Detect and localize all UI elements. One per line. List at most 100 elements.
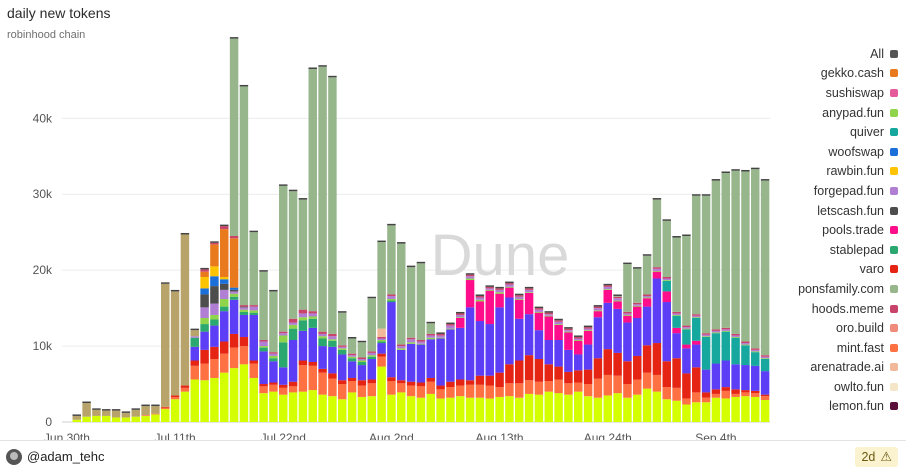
bar-segment-varo[interactable] bbox=[298, 360, 308, 366]
bar-segment-lemon[interactable] bbox=[180, 391, 190, 422]
bar-segment-hoods[interactable] bbox=[554, 320, 563, 322]
bar-segment-woofswap[interactable] bbox=[200, 288, 209, 295]
bar-segment-anypad[interactable] bbox=[406, 342, 416, 344]
bar-segment-anypad[interactable] bbox=[593, 310, 603, 312]
legend-item[interactable]: mint.fast bbox=[792, 338, 898, 358]
bar-segment-forgepad[interactable] bbox=[426, 335, 435, 338]
bar-segment-other[interactable] bbox=[760, 180, 770, 356]
bar-segment-forgepad[interactable] bbox=[692, 315, 701, 318]
bar-segment-mint[interactable] bbox=[633, 379, 642, 395]
bar-segment-varo[interactable] bbox=[603, 349, 612, 375]
bar-segment-forgepad[interactable] bbox=[328, 336, 337, 340]
bar-segment-owlto[interactable] bbox=[141, 406, 150, 416]
bar-segment-forgepad[interactable] bbox=[485, 288, 494, 290]
bar-segment-forgepad[interactable] bbox=[574, 338, 583, 341]
bar-segment-anypad[interactable] bbox=[426, 337, 435, 340]
bar-segment-varo[interactable] bbox=[623, 361, 632, 385]
bar-segment-forgepad[interactable] bbox=[652, 268, 662, 271]
bar-segment-hoods[interactable] bbox=[682, 325, 691, 328]
bar-segment-varo[interactable] bbox=[279, 384, 288, 388]
bar-segment-letscash[interactable] bbox=[229, 289, 239, 292]
bar-segment-letscash[interactable] bbox=[220, 283, 229, 290]
bar-segment-forgepad[interactable] bbox=[338, 346, 347, 349]
bar-segment-mint[interactable] bbox=[603, 374, 612, 396]
bar-segment-mint[interactable] bbox=[642, 372, 652, 389]
bar-segment-lemon[interactable] bbox=[741, 396, 750, 422]
bar-segment-forgepad[interactable] bbox=[357, 358, 367, 361]
bar-segment-stablepad[interactable] bbox=[347, 358, 357, 362]
bar-segment-forgepad[interactable] bbox=[456, 314, 465, 318]
bar-segment-other[interactable] bbox=[347, 338, 357, 354]
bar-segment-ponsfamily[interactable] bbox=[682, 348, 691, 374]
bar-segment-stablepad[interactable] bbox=[249, 312, 258, 315]
bar-segment-lemon[interactable] bbox=[711, 397, 721, 422]
bar-segment-ponsfamily[interactable] bbox=[603, 302, 612, 350]
bar-segment-mint[interactable] bbox=[682, 398, 691, 405]
bar-segment-forgepad[interactable] bbox=[367, 352, 376, 356]
bar-segment-varo[interactable] bbox=[347, 377, 357, 382]
bar-segment-forgepad[interactable] bbox=[406, 339, 416, 343]
bar-segment-anypad[interactable] bbox=[485, 289, 494, 291]
bar-segment-other[interactable] bbox=[426, 323, 435, 334]
bar-segment-mint[interactable] bbox=[161, 407, 170, 410]
bar-segment-lemon[interactable] bbox=[111, 417, 121, 422]
bar-segment-mint[interactable] bbox=[593, 378, 603, 398]
legend-item[interactable]: anypad.fun bbox=[792, 103, 898, 123]
bar-segment-anypad[interactable] bbox=[515, 299, 524, 300]
bar-segment-ponsfamily[interactable] bbox=[377, 343, 386, 354]
bar-segment-poolstrade[interactable] bbox=[574, 340, 583, 355]
bar-segment-mint[interactable] bbox=[652, 374, 662, 392]
bar-segment-mint[interactable] bbox=[269, 384, 278, 392]
bar-segment-ponsfamily[interactable] bbox=[475, 321, 485, 376]
bar-segment-lemon[interactable] bbox=[574, 391, 583, 422]
bar-segment-poolstrade[interactable] bbox=[475, 301, 485, 322]
bar-segment-mint[interactable] bbox=[210, 358, 219, 378]
bar-segment-lemon[interactable] bbox=[682, 404, 691, 422]
bar-segment-forgepad[interactable] bbox=[721, 329, 730, 331]
bar-segment-ponsfamily[interactable] bbox=[721, 360, 730, 388]
bar-segment-hoods[interactable] bbox=[475, 295, 485, 298]
bar-segment-hoods[interactable] bbox=[534, 308, 544, 310]
bar-segment-quiver[interactable] bbox=[741, 345, 750, 366]
bar-segment-mint[interactable] bbox=[721, 390, 730, 399]
bar-segment-other[interactable] bbox=[269, 291, 278, 353]
bar-segment-mint[interactable] bbox=[357, 385, 367, 397]
bar-segment-forgepad[interactable] bbox=[495, 289, 504, 293]
bar-segment-quiver[interactable] bbox=[751, 352, 760, 366]
bar-segment-anypad[interactable] bbox=[456, 317, 465, 318]
bar-segment-forgepad[interactable] bbox=[593, 308, 603, 311]
bar-segment-poolstrade[interactable] bbox=[505, 287, 514, 298]
bar-segment-forgepad[interactable] bbox=[505, 284, 514, 287]
bar-segment-woofswap[interactable] bbox=[210, 276, 219, 287]
bar-segment-stablepad[interactable] bbox=[200, 324, 209, 332]
bar-segment-other[interactable] bbox=[731, 170, 740, 334]
bar-segment-hoods[interactable] bbox=[593, 306, 603, 309]
bar-segment-forgepad[interactable] bbox=[642, 295, 652, 298]
bar-segment-varo[interactable] bbox=[338, 380, 347, 385]
bar-segment-stablepad[interactable] bbox=[269, 358, 278, 362]
bar-segment-mint[interactable] bbox=[760, 396, 770, 400]
bar-segment-varo[interactable] bbox=[308, 362, 317, 366]
bar-segment-lemon[interactable] bbox=[249, 377, 258, 422]
bar-segment-lemon[interactable] bbox=[259, 393, 268, 422]
bar-segment-mint[interactable] bbox=[220, 353, 229, 373]
legend-item[interactable]: stablepad bbox=[792, 240, 898, 260]
bar-segment-ponsfamily[interactable] bbox=[259, 351, 268, 385]
bar-segment-lemon[interactable] bbox=[583, 396, 593, 422]
bar-segment-poolstrade[interactable] bbox=[652, 271, 662, 279]
bar-segment-hoods[interactable] bbox=[397, 344, 406, 347]
bar-segment-varo[interactable] bbox=[554, 366, 563, 380]
bar-segment-anypad[interactable] bbox=[259, 346, 268, 348]
bar-segment-anypad[interactable] bbox=[495, 292, 504, 294]
bar-segment-varo[interactable] bbox=[288, 381, 298, 387]
bar-segment-lemon[interactable] bbox=[298, 391, 308, 422]
bar-segment-varo[interactable] bbox=[269, 382, 278, 385]
bar-segment-stablepad[interactable] bbox=[190, 337, 199, 347]
legend-item[interactable]: hoods.meme bbox=[792, 299, 898, 319]
bar-segment-varo[interactable] bbox=[200, 349, 209, 364]
bar-segment-varo[interactable] bbox=[210, 346, 219, 359]
bar-segment-lemon[interactable] bbox=[505, 396, 514, 422]
bar-segment-forgepad[interactable] bbox=[416, 341, 426, 344]
bar-segment-hoods[interactable] bbox=[220, 226, 229, 230]
bar-segment-anypad[interactable] bbox=[554, 324, 563, 325]
